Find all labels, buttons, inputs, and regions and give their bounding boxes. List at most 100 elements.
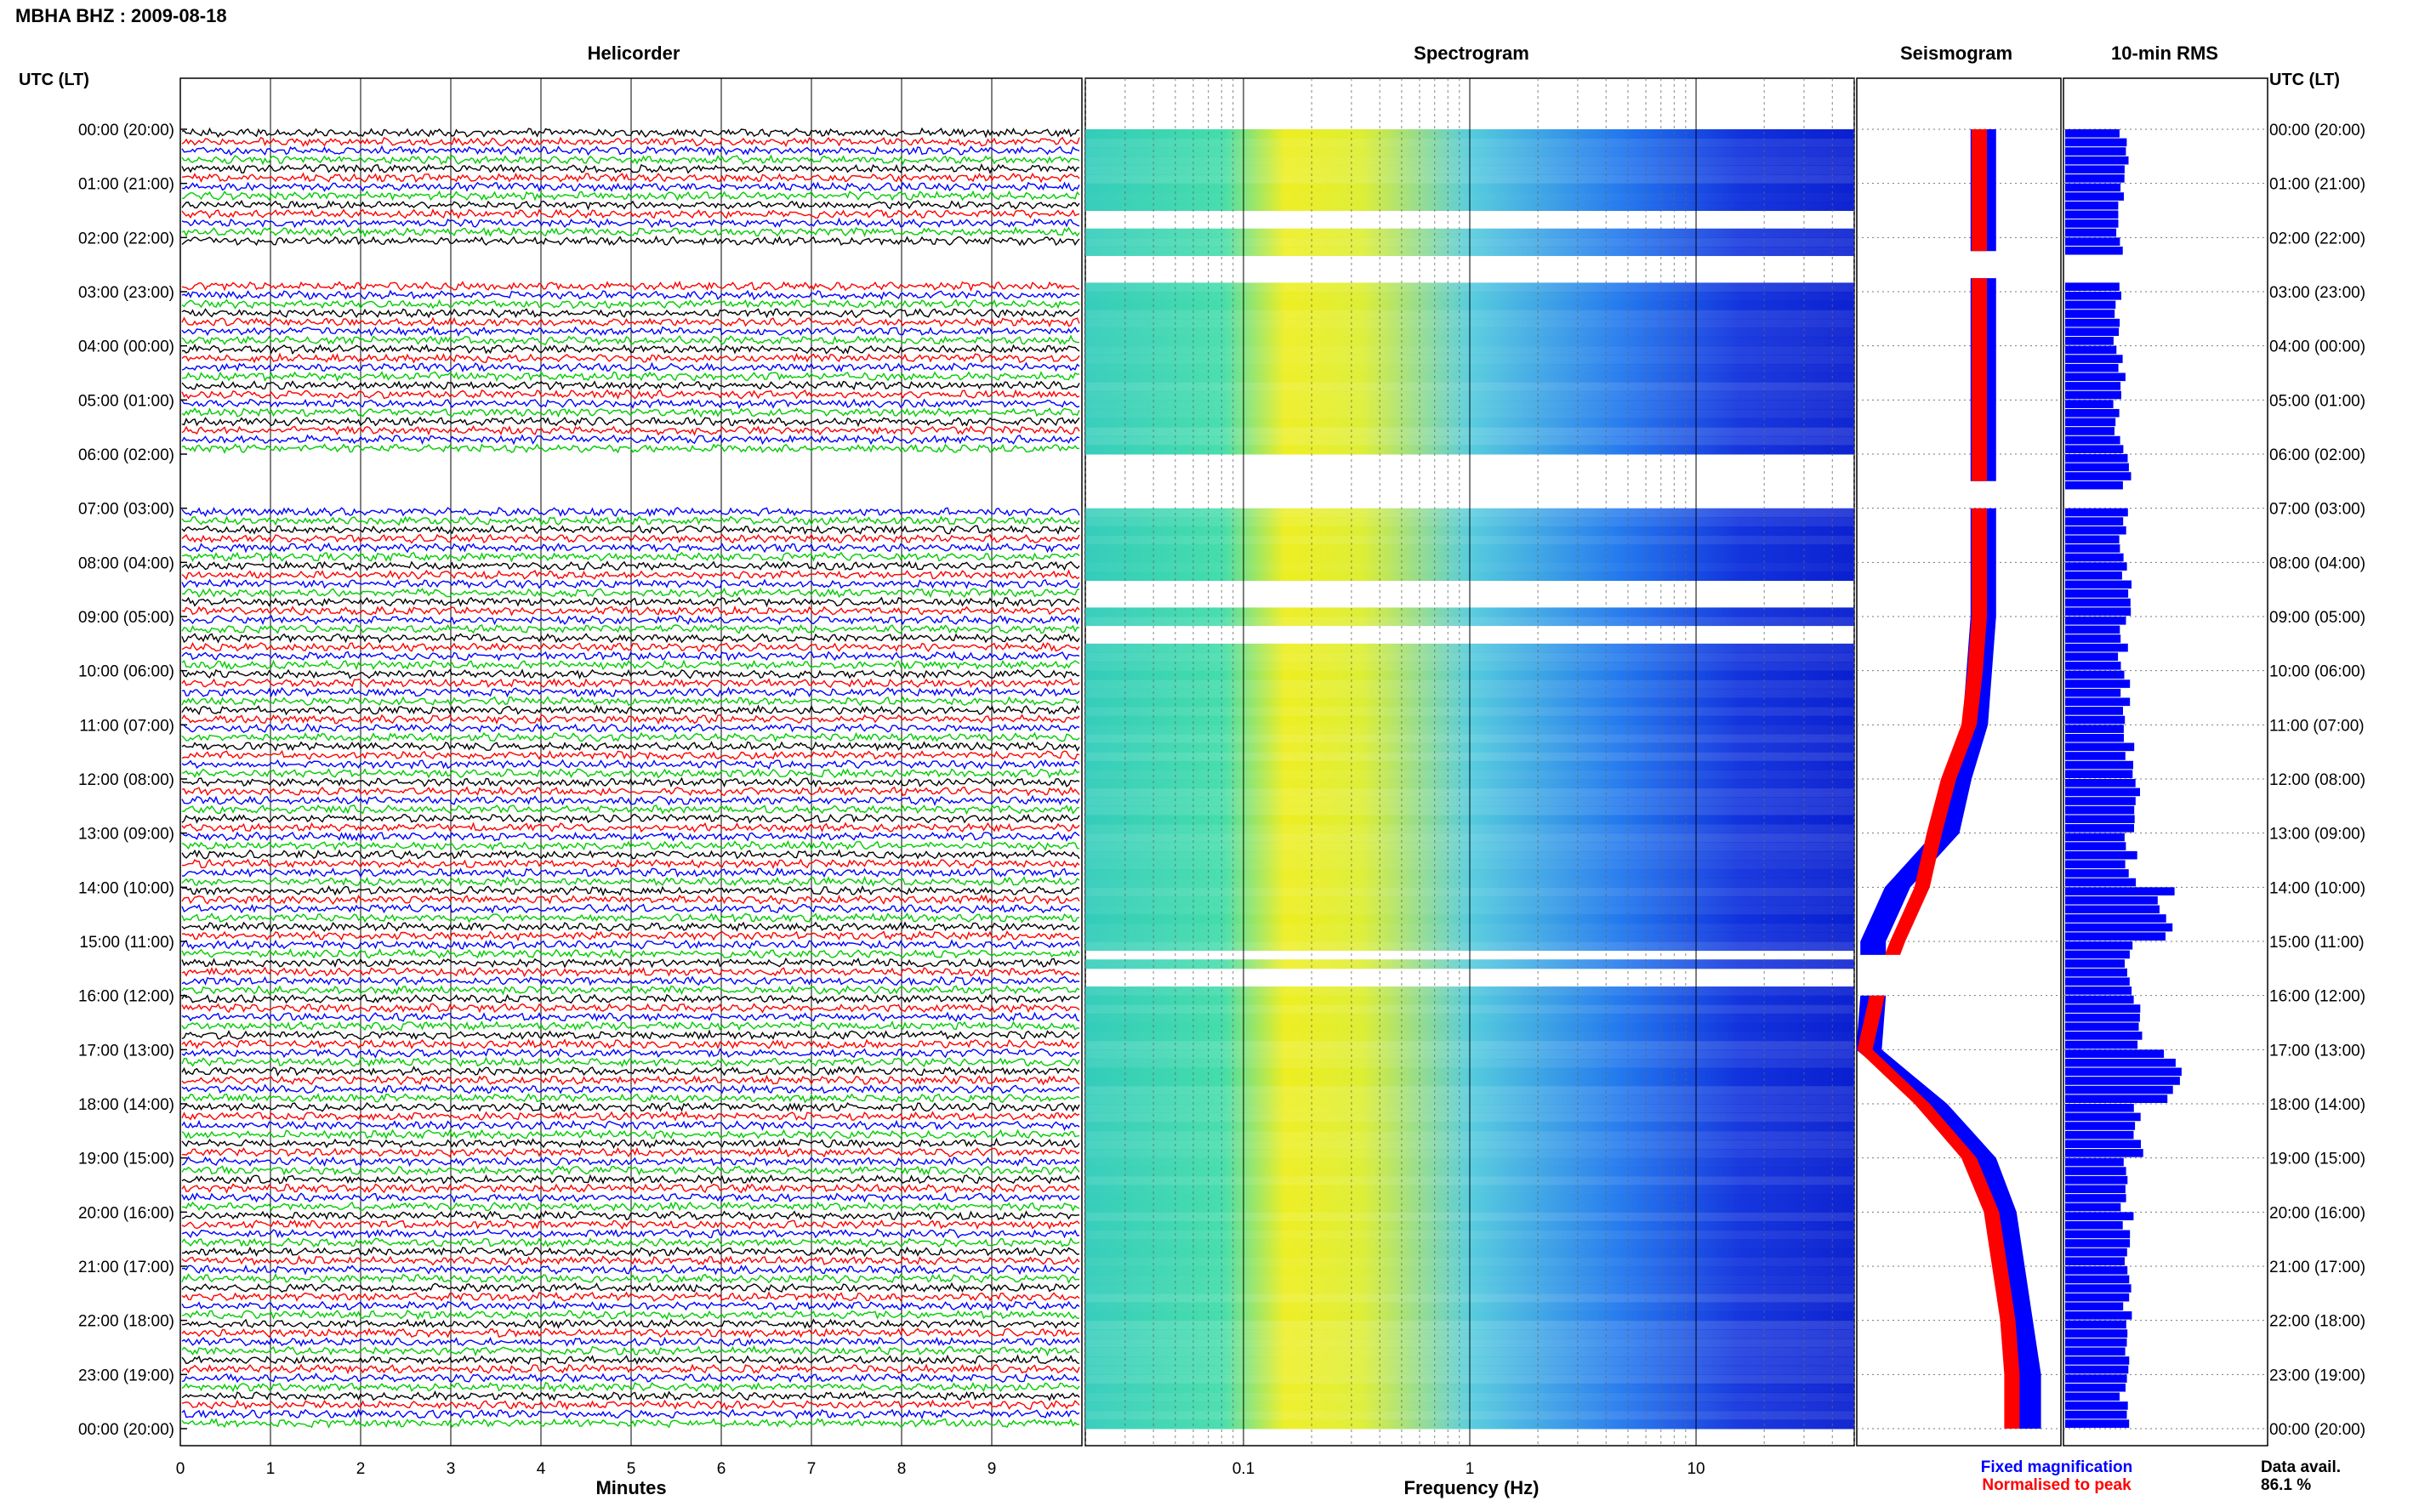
rms-bar bbox=[2065, 625, 2120, 634]
rms-bar bbox=[2065, 1248, 2127, 1257]
rms-bar bbox=[2065, 941, 2133, 950]
rms-bar bbox=[2065, 1112, 2141, 1122]
rms-bar bbox=[2065, 1347, 2126, 1356]
normalised-to-peak-band bbox=[1857, 995, 2020, 1429]
rms-bar bbox=[2065, 517, 2124, 526]
rms-bar bbox=[2065, 174, 2125, 183]
hour-label-right: 00:00 (20:00) bbox=[2269, 122, 2365, 139]
hour-label-right: 17:00 (13:00) bbox=[2269, 1042, 2365, 1060]
helicorder-trace bbox=[181, 533, 1080, 544]
rms-bar bbox=[2065, 1220, 2123, 1230]
rms-bar bbox=[2065, 1266, 2128, 1275]
helicorder-trace bbox=[181, 659, 1080, 671]
helicorder-trace bbox=[181, 1336, 1080, 1348]
helicorder-trace bbox=[181, 821, 1080, 833]
helicorder-trace bbox=[181, 1201, 1080, 1213]
rms-bar bbox=[2065, 977, 2130, 986]
hour-label-right: 22:00 (18:00) bbox=[2269, 1313, 2365, 1331]
rms-bar bbox=[2065, 1022, 2139, 1032]
helicorder-trace bbox=[181, 1191, 1080, 1204]
rms-bar bbox=[2065, 1356, 2130, 1365]
helicorder-trace bbox=[181, 1390, 1080, 1401]
helicorder-x-tick: 8 bbox=[897, 1460, 907, 1478]
time-label-left: UTC (LT) bbox=[19, 71, 89, 89]
spectrogram-x-tick: 10 bbox=[1687, 1460, 1705, 1478]
helicorder-trace bbox=[181, 929, 1080, 942]
rms-bar bbox=[2065, 770, 2133, 778]
helicorder-trace bbox=[181, 352, 1080, 364]
rms-bar bbox=[2065, 688, 2121, 697]
rms-bar bbox=[2065, 382, 2121, 390]
helicorder-trace bbox=[181, 1183, 1080, 1195]
helicorder-trace bbox=[181, 831, 1080, 842]
helicorder-trace bbox=[181, 1264, 1080, 1276]
helicorder-trace bbox=[181, 858, 1080, 870]
helicorder-trace bbox=[181, 434, 1080, 446]
helicorder-trace bbox=[181, 1236, 1080, 1248]
hour-label-right: 13:00 (09:00) bbox=[2269, 826, 2365, 844]
normalised-to-peak-band bbox=[1972, 278, 1987, 481]
helicorder-trace bbox=[181, 424, 1080, 437]
helicorder-x-tick: 7 bbox=[807, 1460, 817, 1478]
rms-bar bbox=[2065, 968, 2127, 977]
helicorder-trace bbox=[181, 903, 1080, 914]
legend-fixed-magnification: Fixed magnification bbox=[1981, 1458, 2132, 1476]
helicorder-trace bbox=[181, 371, 1080, 383]
rms-bar bbox=[2065, 1392, 2120, 1401]
helicorder-trace bbox=[181, 308, 1080, 319]
helicorder-trace bbox=[181, 316, 1080, 328]
rms-bar bbox=[2065, 959, 2125, 968]
rms-bar bbox=[2065, 1004, 2141, 1013]
hour-label-left: 09:00 (05:00) bbox=[78, 609, 174, 627]
rms-bar bbox=[2065, 472, 2132, 480]
helicorder-trace bbox=[181, 884, 1080, 897]
helicorder-trace bbox=[181, 1381, 1080, 1393]
helicorder-trace bbox=[181, 380, 1080, 391]
rms-bar bbox=[2065, 400, 2114, 408]
helicorder-trace bbox=[181, 1282, 1080, 1293]
hour-label-left: 08:00 (04:00) bbox=[78, 554, 174, 572]
rms-bar bbox=[2065, 878, 2137, 887]
helicorder-trace bbox=[181, 289, 1080, 301]
helicorder-trace bbox=[181, 623, 1080, 634]
helicorder-trace bbox=[181, 1309, 1080, 1321]
helicorder-trace bbox=[181, 921, 1080, 932]
helicorder-trace bbox=[181, 849, 1080, 860]
rms-bar bbox=[2065, 210, 2119, 219]
helicorder-trace bbox=[181, 199, 1080, 211]
hour-label-right: 11:00 (07:00) bbox=[2269, 717, 2365, 735]
helicorder-trace bbox=[181, 569, 1080, 580]
helicorder-trace bbox=[181, 162, 1079, 175]
rms-bar bbox=[2065, 372, 2126, 382]
helicorder-xlabel: Minutes bbox=[595, 1477, 666, 1498]
rms-bar bbox=[2065, 725, 2124, 733]
helicorder-trace bbox=[181, 514, 1080, 526]
helicorder-trace bbox=[181, 361, 1080, 373]
rms-bar bbox=[2065, 752, 2126, 760]
rms-bar bbox=[2065, 192, 2124, 201]
rms-bar bbox=[2065, 480, 2123, 490]
rms-bar bbox=[2065, 860, 2126, 869]
hour-label-right: 10:00 (06:00) bbox=[2269, 663, 2365, 681]
rms-bar bbox=[2065, 1284, 2132, 1293]
helicorder-x-tick: 9 bbox=[988, 1460, 997, 1478]
helicorder-x-tick: 0 bbox=[176, 1460, 185, 1478]
helicorder-trace bbox=[181, 794, 1080, 807]
helicorder-trace bbox=[181, 723, 1080, 734]
helicorder-trace bbox=[181, 1291, 1080, 1302]
rms-bar bbox=[2065, 887, 2175, 895]
helicorder-trace bbox=[181, 1418, 1080, 1430]
helicorder-trace bbox=[181, 713, 1080, 725]
helicorder-trace bbox=[181, 1119, 1080, 1131]
hour-label-left: 13:00 (09:00) bbox=[78, 826, 174, 844]
rms-bar bbox=[2065, 580, 2132, 589]
rms-bar bbox=[2065, 760, 2133, 770]
rms-bar bbox=[2065, 544, 2120, 553]
rms-bar bbox=[2065, 1194, 2126, 1202]
helicorder-trace bbox=[181, 1254, 1080, 1266]
rms-bar bbox=[2065, 463, 2129, 472]
helicorder-trace bbox=[181, 560, 1080, 571]
hour-label-right: 07:00 (03:00) bbox=[2269, 501, 2365, 519]
rms-bar bbox=[2065, 643, 2128, 652]
